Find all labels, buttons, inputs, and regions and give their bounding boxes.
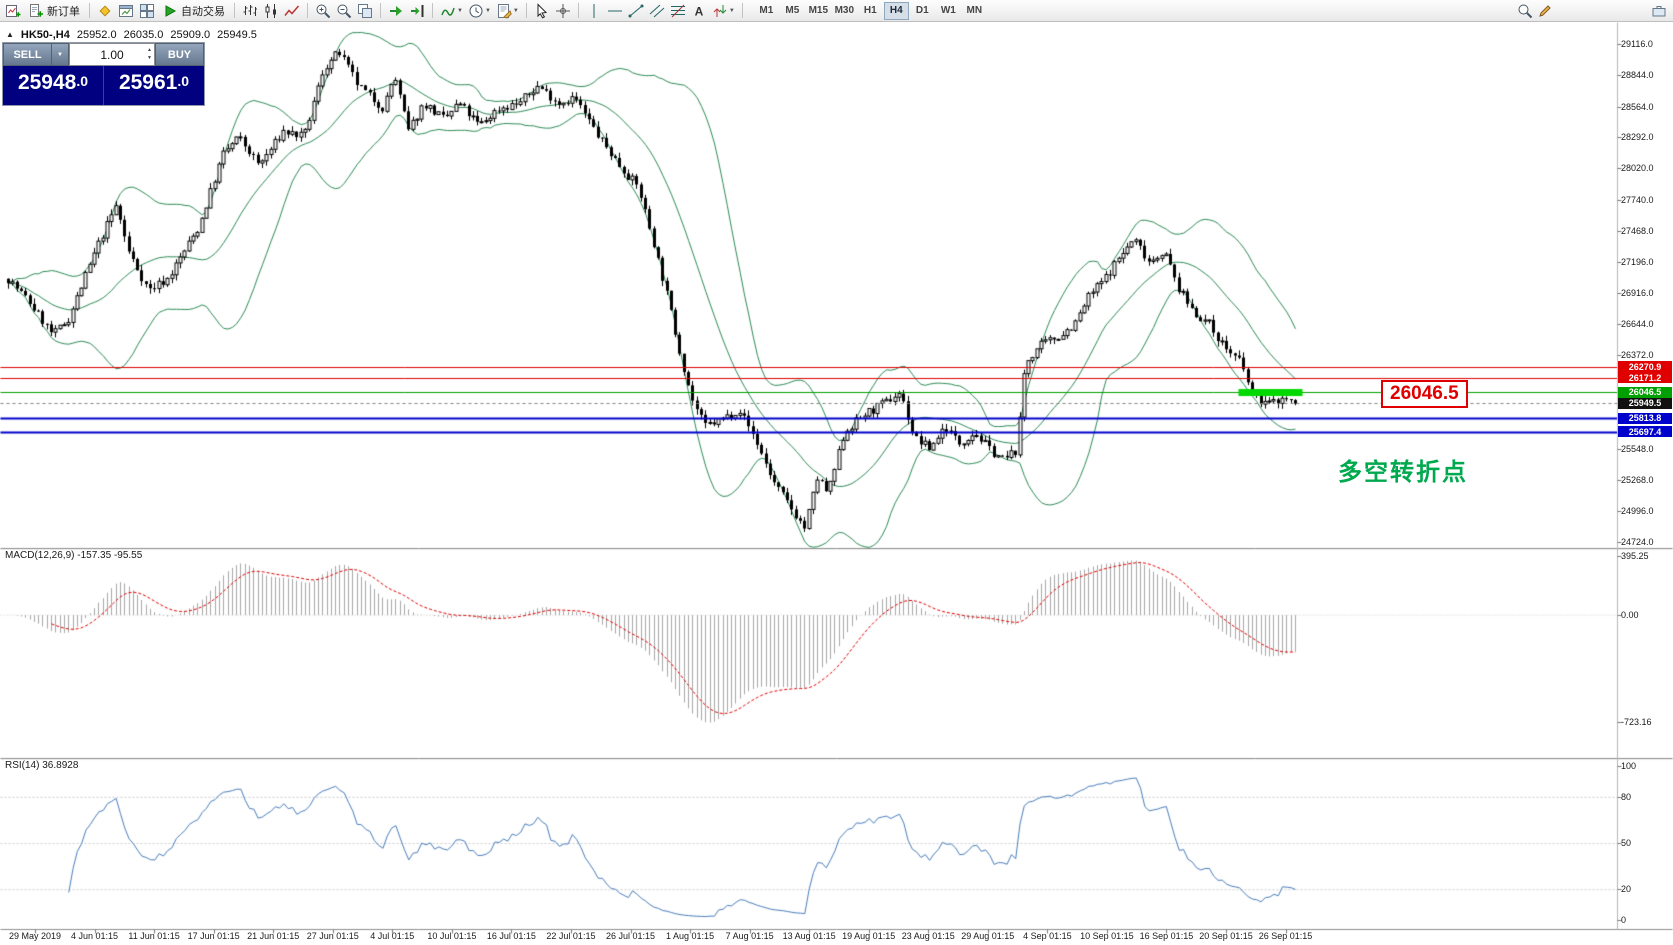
trendline-icon[interactable] bbox=[626, 1, 646, 21]
buy-price-fraction: .0 bbox=[177, 73, 190, 89]
text-label-icon[interactable]: A bbox=[689, 1, 709, 21]
zoom-out-icon[interactable] bbox=[334, 1, 354, 21]
buy-button[interactable]: BUY bbox=[155, 43, 204, 66]
indicators-icon[interactable]: ▼ bbox=[438, 1, 465, 21]
search-icon[interactable] bbox=[1515, 1, 1535, 21]
buy-price-button[interactable]: 25961 .0 bbox=[104, 66, 204, 105]
toolbar-separator bbox=[525, 3, 527, 18]
sell-price-button[interactable]: 25948 .0 bbox=[3, 66, 103, 105]
low-value: 25909.0 bbox=[170, 29, 211, 41]
sell-button[interactable]: SELL bbox=[3, 43, 52, 66]
chevron-down-icon: ▼ bbox=[728, 7, 735, 14]
buy-price-value: 25961 bbox=[118, 71, 178, 94]
arrows-icon[interactable]: ▼ bbox=[710, 1, 737, 21]
auto-scroll-icon[interactable] bbox=[386, 1, 406, 21]
timeframe-button-D1[interactable]: D1 bbox=[915, 5, 929, 16]
chart-shift-icon[interactable] bbox=[407, 1, 427, 21]
macd-indicator-header: MACD(12,26,9) -157.35 -95.55 bbox=[5, 550, 143, 561]
mql5-market-icon[interactable] bbox=[95, 1, 115, 21]
toolbar-right-group bbox=[1515, 1, 1555, 21]
open-value: 25952.0 bbox=[76, 29, 117, 41]
timeframe-button-H4[interactable]: H4 bbox=[883, 1, 909, 20]
profiles-icon[interactable] bbox=[137, 1, 157, 21]
chevron-down-icon: ▼ bbox=[512, 7, 519, 14]
price-divider bbox=[103, 66, 104, 105]
bar-chart-icon[interactable] bbox=[240, 1, 260, 21]
fibonacci-icon[interactable] bbox=[668, 1, 688, 21]
equidistant-channel-icon[interactable] bbox=[647, 1, 667, 21]
vertical-line-icon[interactable] bbox=[584, 1, 604, 21]
autotrade-button-label: 自动交易 bbox=[181, 5, 225, 18]
timeframe-button-M1[interactable]: M1 bbox=[759, 5, 774, 16]
toolbar-separator bbox=[380, 3, 381, 18]
timeframe-button-M5[interactable]: M5 bbox=[785, 5, 800, 16]
chart-ohlc-header: ▲ HK50-,H4 25952.0 26035.0 25909.0 25949… bbox=[6, 29, 257, 41]
crosshair-icon[interactable] bbox=[553, 1, 573, 21]
high-value: 26035.0 bbox=[123, 29, 164, 41]
stepper-up-icon[interactable]: ▲ bbox=[147, 47, 152, 53]
triangle-icon: ▲ bbox=[6, 30, 14, 39]
one-click-trading-panel: SELL ▼ 1.00 ▲ ▼ BUY 25948 .0 bbox=[2, 42, 205, 106]
timeframe-button-M15[interactable]: M15 bbox=[808, 5, 829, 16]
templates-icon[interactable]: ▼ bbox=[494, 1, 521, 21]
pencil-icon[interactable] bbox=[1535, 1, 1555, 21]
toolbar-separator bbox=[234, 3, 235, 18]
svg-text:A: A bbox=[695, 4, 704, 18]
periods-icon[interactable]: ▼ bbox=[466, 1, 493, 21]
chart-region: ▲ HK50-,H4 25952.0 26035.0 25909.0 25949… bbox=[0, 22, 1673, 945]
toolbar-separator bbox=[432, 3, 433, 18]
volume-stepper[interactable]: ▲ ▼ bbox=[147, 46, 152, 62]
timeframe-button-H1[interactable]: H1 bbox=[863, 5, 877, 16]
sell-price-fraction: .0 bbox=[76, 73, 89, 89]
main-toolbar: 新订单 自动交易 ▼ ▼ ▼ A ▼ M1 M5 M15 M30 H1 H4 D1 W1 MN bbox=[0, 0, 1673, 22]
chart-window-icon[interactable] bbox=[116, 1, 136, 21]
chevron-down-icon: ▼ bbox=[457, 7, 463, 14]
chevron-down-icon: ▼ bbox=[484, 7, 491, 14]
cursor-icon[interactable] bbox=[532, 1, 552, 21]
new-order-button[interactable]: 新订单 bbox=[24, 1, 84, 21]
stepper-down-icon[interactable]: ▼ bbox=[147, 55, 152, 61]
sell-price-value: 25948 bbox=[17, 71, 77, 94]
toolbar-separator bbox=[741, 3, 743, 18]
tile-windows-icon[interactable] bbox=[355, 1, 375, 21]
line-chart-icon[interactable] bbox=[282, 1, 302, 21]
price-chart-canvas[interactable] bbox=[0, 22, 1673, 945]
new-chart-icon[interactable] bbox=[3, 1, 23, 21]
volume-value: 1.00 bbox=[100, 47, 124, 62]
order-type-dropdown[interactable]: ▼ bbox=[52, 43, 69, 66]
zoom-in-icon[interactable] bbox=[313, 1, 333, 21]
toolbar-corner-group bbox=[1649, 1, 1669, 21]
horizontal-line-icon[interactable] bbox=[605, 1, 625, 21]
toolbox-icon[interactable] bbox=[1649, 1, 1669, 21]
timeframe-group: M1 M5 M15 M30 H1 H4 D1 W1 MN bbox=[754, 1, 987, 20]
autotrade-button[interactable]: 自动交易 bbox=[158, 1, 229, 21]
toolbar-separator bbox=[89, 3, 90, 18]
chevron-down-icon: ▼ bbox=[57, 51, 63, 58]
candlestick-chart-icon[interactable] bbox=[261, 1, 281, 21]
volume-input[interactable]: 1.00 ▲ ▼ bbox=[69, 43, 155, 66]
toolbar-separator bbox=[307, 3, 308, 18]
timeframe-button-W1[interactable]: W1 bbox=[940, 5, 956, 16]
rsi-indicator-header: RSI(14) 36.8928 bbox=[5, 760, 79, 771]
symbol-label: HK50-,H4 bbox=[20, 29, 70, 41]
new-order-button-label: 新订单 bbox=[47, 5, 80, 18]
timeframe-button-M30[interactable]: M30 bbox=[834, 5, 855, 16]
toolbar-separator bbox=[577, 3, 579, 18]
price-callout[interactable]: 26046.5 bbox=[1381, 380, 1468, 408]
turning-point-note: 多空转折点 bbox=[1338, 459, 1468, 486]
timeframe-button-MN[interactable]: MN bbox=[966, 5, 983, 16]
close-value: 25949.5 bbox=[217, 29, 257, 41]
